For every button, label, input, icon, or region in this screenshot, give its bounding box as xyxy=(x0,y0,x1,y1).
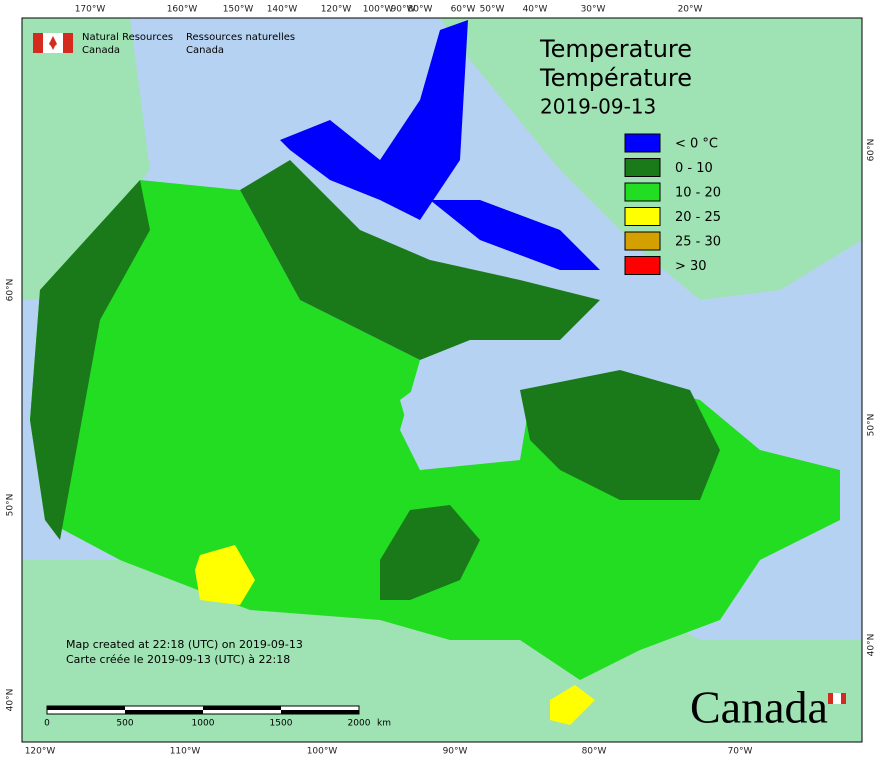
alaska xyxy=(22,18,150,300)
legend-swatch xyxy=(624,207,661,226)
arctic-cool xyxy=(240,160,600,360)
axis-label: 50°N xyxy=(6,494,16,517)
axis-label: 120°W xyxy=(321,5,352,15)
quebec-cool xyxy=(520,370,720,500)
axis-label: 60°N xyxy=(867,139,877,162)
axis-label: 80°W xyxy=(582,747,607,757)
agency: Ressources naturelles xyxy=(186,32,295,43)
axis-label: 40°W xyxy=(523,5,548,15)
title: Température xyxy=(539,64,692,92)
logo: Natural Resources Canada Ressources natu… xyxy=(33,32,295,56)
scale-seg xyxy=(125,710,203,714)
prairie-warm xyxy=(195,545,255,605)
scale-label: 1500 xyxy=(270,719,293,729)
axis-label: 140°W xyxy=(267,5,298,15)
ontario-cool xyxy=(380,505,480,600)
agency: Canada xyxy=(186,45,224,56)
axis-label: 50°W xyxy=(480,5,505,15)
legend-label: 20 - 25 xyxy=(675,210,721,225)
west-cool xyxy=(30,180,150,540)
scale-label: 2000 xyxy=(348,719,371,729)
scale-label: 500 xyxy=(116,719,133,729)
axis-label: 60°N xyxy=(6,279,16,302)
baffin-cold xyxy=(430,200,600,270)
wordmark-flag xyxy=(833,693,841,704)
axis-label: 110°W xyxy=(170,747,201,757)
axis-label: 40°N xyxy=(6,689,16,712)
axis-label: 120°W xyxy=(25,747,56,757)
scale-label: 0 xyxy=(44,719,50,729)
ontario-warm xyxy=(550,685,595,725)
flag-bar xyxy=(33,33,43,53)
hudson-bay xyxy=(400,370,520,470)
axis-label: 100°W xyxy=(363,5,394,15)
flag-bar xyxy=(63,33,73,53)
arctic-cold xyxy=(280,20,468,220)
axis-label: 20°W xyxy=(678,5,703,15)
map-frame xyxy=(21,17,863,743)
legend-swatch xyxy=(624,231,661,251)
legend-swatch xyxy=(624,256,661,275)
legend-swatch xyxy=(624,182,661,202)
agency: Canada xyxy=(82,45,120,56)
note: Carte créée le 2019-09-13 (UTC) à 22:18 xyxy=(66,653,290,666)
scale-seg xyxy=(281,710,359,714)
map-body xyxy=(22,18,862,742)
note: Map created at 22:18 (UTC) on 2019-09-13 xyxy=(66,638,303,651)
axis-label: 90°W xyxy=(391,5,416,15)
axis-label: 60°W xyxy=(451,5,476,15)
legend-label: 0 - 10 xyxy=(675,161,713,176)
title: Temperature xyxy=(539,35,692,63)
axis-label: 40°N xyxy=(867,634,877,657)
axis-label: 90°W xyxy=(443,747,468,757)
wordmark: Canada xyxy=(690,682,828,733)
axis-label: 100°W xyxy=(307,747,338,757)
legend-label: < 0 °C xyxy=(675,137,718,152)
legend-swatch xyxy=(624,158,661,177)
axis-label: 160°W xyxy=(167,5,198,15)
axis-label: 170°W xyxy=(75,5,106,15)
axis-label: 70°W xyxy=(728,747,753,757)
legend-label: 25 - 30 xyxy=(675,235,721,250)
agency: Natural Resources xyxy=(82,32,173,43)
axis-label: 30°W xyxy=(581,5,606,15)
usa xyxy=(22,560,862,742)
legend-swatch xyxy=(624,133,661,153)
axis-label: 50°N xyxy=(867,414,877,437)
scale-seg xyxy=(203,706,281,710)
date: 2019-09-13 xyxy=(540,95,656,119)
axis-label: 150°W xyxy=(223,5,254,15)
maple-leaf xyxy=(49,36,57,50)
legend-label: 10 - 20 xyxy=(675,186,721,201)
axis-label: 80°W xyxy=(408,5,433,15)
legend-label: > 30 xyxy=(675,259,707,274)
scale-label: km xyxy=(377,719,391,729)
scale-bar xyxy=(46,705,360,715)
scale-label: 1000 xyxy=(192,719,215,729)
scale-seg xyxy=(47,706,125,710)
